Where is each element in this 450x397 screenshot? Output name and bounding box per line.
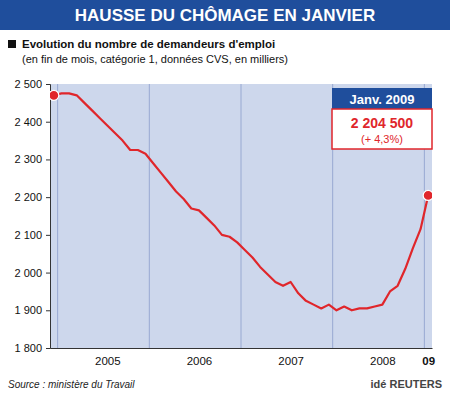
line-group bbox=[50, 90, 432, 310]
year-separator bbox=[149, 84, 150, 348]
x-tick: 2007 bbox=[278, 348, 304, 367]
data-line bbox=[54, 93, 428, 310]
tick-label: 2 500 bbox=[14, 78, 42, 90]
tick-mark bbox=[46, 122, 50, 123]
endpoint-marker bbox=[50, 90, 59, 100]
y-tick: 1 800 bbox=[14, 342, 50, 354]
subtitle: Evolution du nombre de demandeurs d'empl… bbox=[22, 38, 275, 50]
annotation: Janv. 2009 2 204 500 (+ 4,3%) bbox=[332, 88, 432, 149]
tick-mark bbox=[46, 197, 50, 198]
x-tick: 2008 bbox=[370, 348, 396, 367]
y-tick: 2 100 bbox=[14, 229, 50, 241]
tick-label: 2 200 bbox=[14, 191, 42, 203]
tick-label: 2 400 bbox=[14, 116, 42, 128]
y-tick: 2 400 bbox=[14, 116, 50, 128]
y-tick: 2 000 bbox=[14, 267, 50, 279]
annotation-label: Janv. 2009 bbox=[350, 92, 415, 107]
y-axis: 1 800 1 900 2 000 2 100 2 200 2 300 2 400 2 500 bbox=[14, 78, 50, 354]
annotation-value: 2 204 500 bbox=[351, 115, 413, 131]
x-tick: 09 bbox=[422, 348, 435, 367]
title: HAUSSE DU CHÔMAGE EN JANVIER bbox=[75, 6, 375, 25]
tick-mark bbox=[46, 84, 50, 85]
tick-label: 2 100 bbox=[14, 229, 42, 241]
x-tick: 2006 bbox=[187, 348, 213, 367]
year-separator bbox=[57, 84, 58, 348]
tick-mark bbox=[46, 348, 50, 349]
annotation-change: (+ 4,3%) bbox=[361, 133, 403, 145]
subtitle: (en fin de mois, catégorie 1, données CV… bbox=[22, 53, 288, 65]
y-tick: 2 200 bbox=[14, 191, 50, 203]
tick-label: 2007 bbox=[278, 355, 304, 367]
plot-background bbox=[50, 84, 432, 348]
tick-label: 2008 bbox=[370, 355, 396, 367]
axis-line bbox=[46, 85, 51, 349]
tick-label: 1 800 bbox=[14, 342, 42, 354]
tick-mark bbox=[46, 235, 50, 236]
tick-label: 2005 bbox=[95, 355, 121, 367]
subtitle-bullet bbox=[8, 40, 16, 48]
endpoint-marker bbox=[423, 190, 432, 200]
x-tick: 2005 bbox=[95, 348, 121, 367]
title-band bbox=[0, 0, 450, 30]
tick-label: 1 900 bbox=[14, 304, 42, 316]
y-tick: 2 300 bbox=[14, 153, 50, 165]
chart: HAUSSE DU CHÔMAGE EN JANVIER Evolution du… bbox=[0, 0, 450, 397]
tick-label: 2006 bbox=[187, 355, 213, 367]
tick-label: 09 bbox=[422, 355, 435, 367]
source: Source : ministère du Travail bbox=[8, 379, 135, 390]
axis-line bbox=[51, 348, 433, 349]
tick-mark bbox=[46, 159, 50, 160]
y-tick: 2 500 bbox=[14, 78, 50, 90]
year-separator bbox=[241, 84, 242, 348]
x-axis: 2005 2006 2007 2008 09 bbox=[51, 348, 436, 367]
annotation-body bbox=[332, 109, 432, 149]
tick-mark bbox=[46, 310, 50, 311]
tick-mark bbox=[46, 273, 50, 274]
tick-label: 2 300 bbox=[14, 153, 42, 165]
y-tick: 1 900 bbox=[14, 304, 50, 316]
annotation-header bbox=[332, 88, 432, 109]
credit: idé REUTERS bbox=[370, 378, 442, 390]
tick-label: 2 000 bbox=[14, 267, 42, 279]
